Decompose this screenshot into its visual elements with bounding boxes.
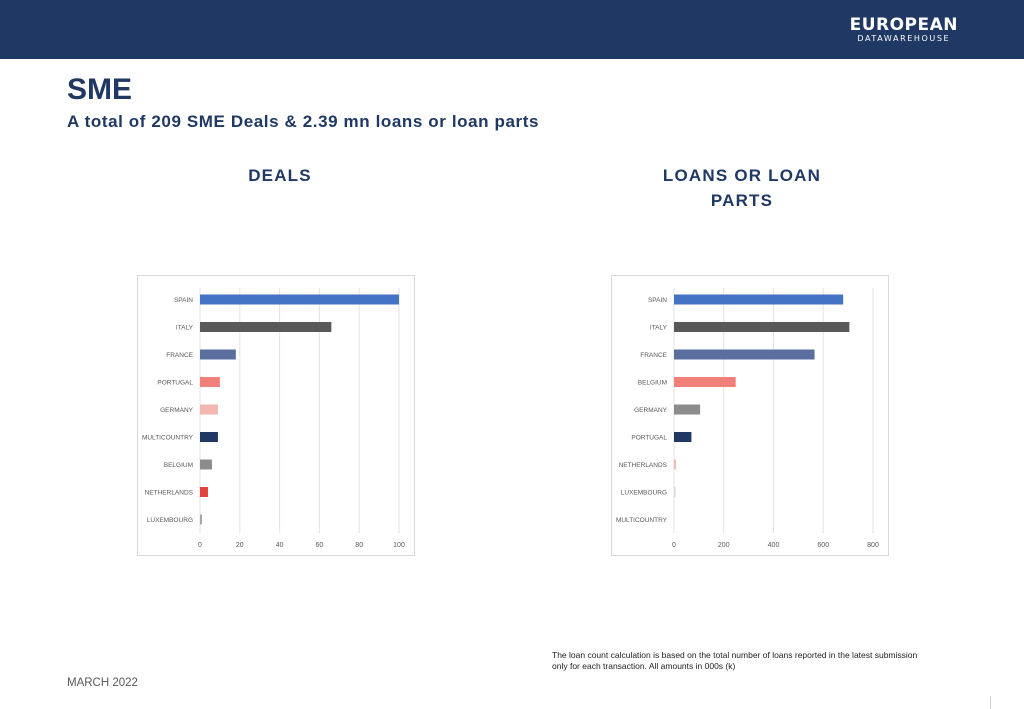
loans-chart-svg: 0 200 400 600 800 SPAIN ITALY FRANCE BELGIUM GERM… xyxy=(616,288,879,549)
bar xyxy=(674,294,844,305)
subtitle-loan-count: 2.39 xyxy=(302,112,339,131)
deals-chart-svg: 0 20 40 60 80 100 SPAIN ITALY FRANCE PORTUGAL GERM… xyxy=(142,288,405,549)
category-label: ITALY xyxy=(650,324,668,331)
bar xyxy=(200,459,212,470)
page-subtitle: A total of 209 SME Deals & 2.39 mn loans… xyxy=(67,112,539,132)
bar xyxy=(674,432,692,442)
x-tick-label: 0 xyxy=(672,542,676,549)
category-label: SPAIN xyxy=(174,297,193,304)
x-tick-label: 20 xyxy=(236,542,244,549)
logo-line-2: DATAWAREHOUSE xyxy=(857,34,951,43)
bar xyxy=(200,377,220,387)
bar xyxy=(200,432,218,442)
loans-heading-line-2: PARTS xyxy=(710,191,774,210)
bar xyxy=(674,349,815,360)
loans-chart: 0 200 400 600 800 SPAIN ITALY FRANCE BELGIUM GERM… xyxy=(611,275,889,556)
x-tick-label: 200 xyxy=(718,542,730,549)
x-tick-label: 600 xyxy=(817,542,829,549)
deals-heading: DEALS xyxy=(230,163,330,188)
bar xyxy=(674,459,676,470)
x-tick-label: 0 xyxy=(198,542,202,549)
deals-heading-text: DEALS xyxy=(248,166,312,185)
corner-divider xyxy=(990,696,991,709)
subtitle-text-1: A total of xyxy=(67,112,147,131)
category-label: ITALY xyxy=(176,324,194,331)
category-label: GERMANY xyxy=(160,407,194,414)
category-label: NETHERLANDS xyxy=(619,462,668,469)
subtitle-text-2: SME Deals & xyxy=(186,112,298,131)
bar xyxy=(674,377,736,387)
bar xyxy=(200,349,236,360)
category-label: FRANCE xyxy=(166,352,193,359)
x-tick-label: 800 xyxy=(867,542,879,549)
logo-line-1: EUROPEAN xyxy=(849,15,958,35)
category-label: MULTICOUNTRY xyxy=(142,434,194,441)
bar xyxy=(200,487,208,497)
x-tick-label: 400 xyxy=(768,542,780,549)
category-label: BELGIUM xyxy=(164,462,193,469)
header-bar: EUROPEAN DATAWAREHOUSE xyxy=(0,0,1024,59)
category-label: PORTUGAL xyxy=(631,434,667,441)
category-label: NETHERLANDS xyxy=(145,489,194,496)
bar xyxy=(200,322,332,332)
bar xyxy=(674,487,676,497)
category-label: BELGIUM xyxy=(638,379,667,386)
page-title: SME xyxy=(67,73,133,106)
category-label: FRANCE xyxy=(640,352,667,359)
footnote: The loan count calculation is based on t… xyxy=(552,650,918,671)
subtitle-text-3: mn loans or loan parts xyxy=(343,112,540,131)
deals-chart: 0 20 40 60 80 100 SPAIN ITALY FRANCE PORTUGAL GERM… xyxy=(137,275,415,556)
category-label: PORTUGAL xyxy=(157,379,193,386)
loans-heading: LOANS OR LOAN PARTS xyxy=(642,163,842,213)
category-label: SPAIN xyxy=(648,297,667,304)
x-tick-label: 60 xyxy=(316,542,324,549)
bar xyxy=(674,404,701,415)
category-label: MULTICOUNTRY xyxy=(616,517,668,524)
category-label: GERMANY xyxy=(634,407,668,414)
category-label: LUXEMBOURG xyxy=(621,489,667,496)
x-tick-label: 40 xyxy=(276,542,284,549)
category-label: LUXEMBOURG xyxy=(147,517,193,524)
x-tick-label: 100 xyxy=(393,542,405,549)
company-logo: EUROPEAN DATAWAREHOUSE xyxy=(850,16,958,44)
bar xyxy=(200,294,399,305)
subtitle-deal-count: 209 xyxy=(151,112,182,131)
x-tick-label: 80 xyxy=(355,542,363,549)
bar xyxy=(200,514,202,525)
bar xyxy=(674,322,850,332)
footer-date: MARCH 2022 xyxy=(67,677,138,689)
bar xyxy=(200,404,218,415)
loans-heading-line-1: LOANS OR LOAN xyxy=(662,166,822,185)
